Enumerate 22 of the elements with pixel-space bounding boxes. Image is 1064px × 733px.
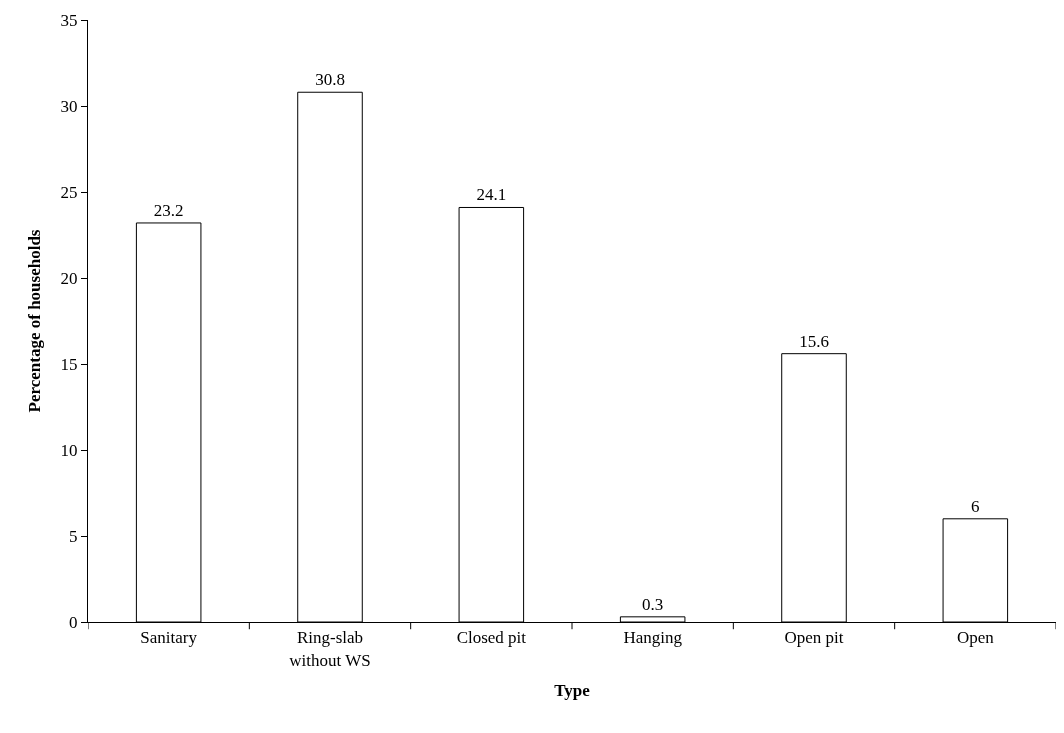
x-axis-title: Type — [554, 680, 591, 700]
data-label: 0.3 — [642, 594, 664, 614]
y-tick-label: 30 — [60, 96, 78, 116]
y-tick-label: 35 — [60, 10, 78, 30]
data-label: 15.6 — [799, 331, 829, 351]
y-tick-label: 15 — [60, 354, 78, 374]
data-label: 6 — [971, 496, 980, 516]
y-tick-label: 0 — [69, 612, 78, 632]
x-tick-label: Open — [956, 628, 995, 648]
data-label: 23.2 — [153, 200, 184, 220]
y-tick-label: 25 — [60, 182, 78, 202]
x-tick-label: Sanitary — [140, 628, 198, 648]
x-tick-label: Open pit — [784, 628, 844, 648]
x-tick-label: Ring-slab without WS — [289, 628, 371, 670]
data-label: 24.1 — [476, 185, 507, 205]
y-tick-label: 20 — [60, 268, 78, 288]
y-tick-label: 5 — [69, 526, 78, 546]
y-tick-label: 10 — [60, 440, 78, 460]
y-axis-title: Percentage of households — [25, 229, 45, 413]
data-label: 30.8 — [315, 70, 345, 90]
x-tick-label: Closed pit — [456, 628, 527, 648]
x-tick-label: Hanging — [623, 628, 683, 648]
